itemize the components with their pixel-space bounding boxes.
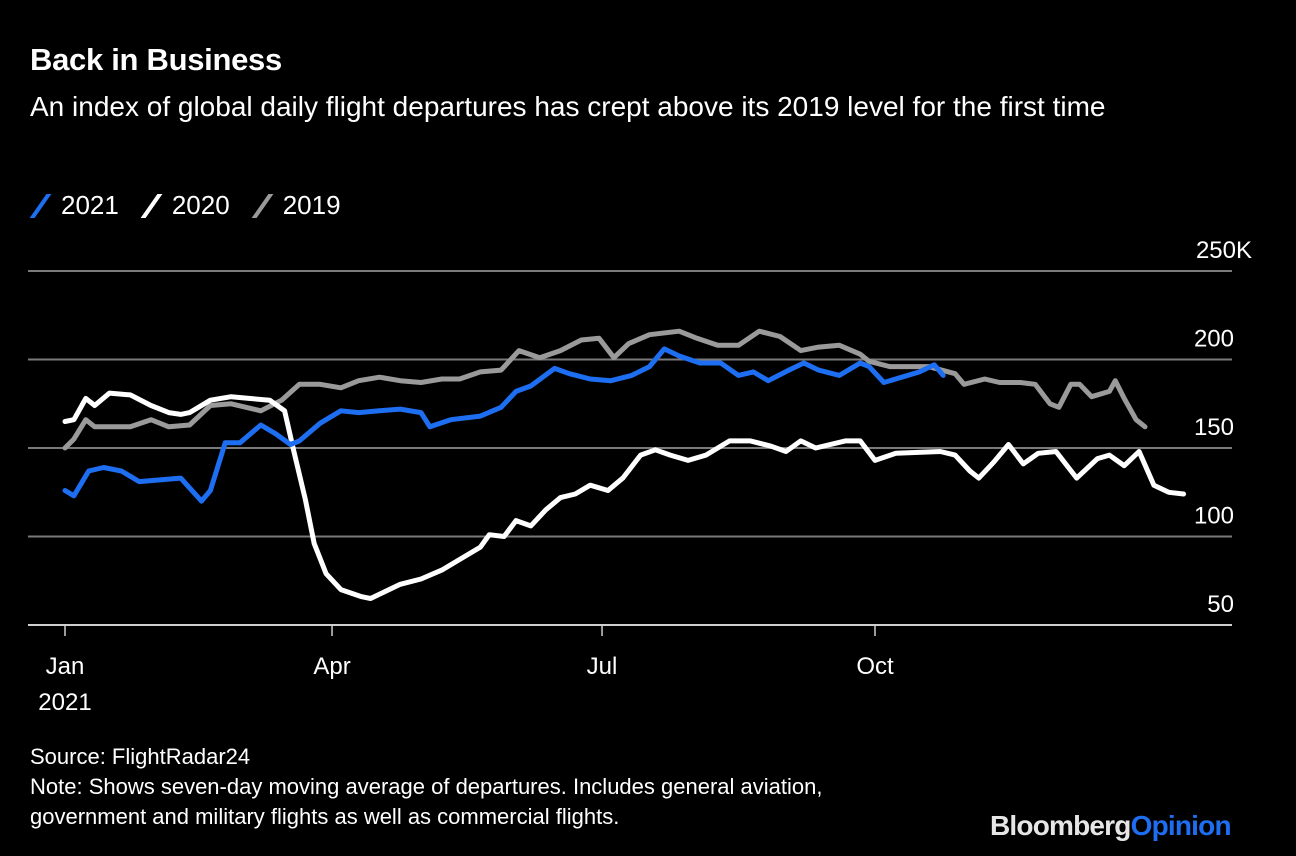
y-axis-labels: 50 100 150 200 250K	[1194, 237, 1252, 618]
series-line-2019	[62, 328, 1148, 451]
x-tick-label: Jan	[46, 653, 85, 680]
y-tick-label: 50	[1207, 591, 1234, 618]
x-tick-label: Jul	[587, 653, 618, 680]
bloomberg-opinion-logo: BloombergOpinion	[990, 810, 1232, 842]
legend-label-2020: 2020	[171, 190, 230, 220]
x-tick-label: Oct	[856, 653, 894, 680]
footnotes: Source: FlightRadar24 Note: Shows seven-…	[30, 742, 822, 832]
note-line-1: Note: Shows seven-day moving average of …	[30, 774, 823, 799]
legend: 2021 2020 2019	[29, 190, 363, 221]
legend-item-2021: 2021	[29, 190, 119, 221]
x-axis: Jan 2021 Apr Jul Oct	[28, 624, 1232, 716]
logo-bloomberg: Bloomberg	[990, 810, 1131, 841]
chart-title: Back in Business	[30, 42, 282, 77]
source-text: Source: FlightRadar24	[30, 744, 251, 769]
legend-item-2019: 2019	[251, 190, 341, 221]
chart-subtitle: An index of global daily flight departur…	[30, 91, 1106, 122]
gridlines	[28, 270, 1232, 538]
y-tick-label: 150	[1194, 414, 1234, 441]
series-line-2020	[62, 390, 1187, 601]
x-tick-label: Apr	[313, 653, 350, 680]
y-tick-label: 200	[1194, 326, 1234, 353]
series-lines	[62, 328, 1187, 601]
note-line-2: government and military flights as well …	[30, 804, 620, 829]
legend-item-2020: 2020	[140, 190, 230, 221]
logo-opinion: Opinion	[1130, 810, 1232, 841]
x-tick-sublabel: 2021	[38, 689, 91, 716]
legend-label-2021: 2021	[61, 190, 119, 220]
series-line-2021	[62, 346, 946, 504]
y-tick-label: 250K	[1196, 237, 1252, 264]
legend-label-2019: 2019	[282, 190, 341, 220]
y-tick-label: 100	[1194, 503, 1234, 530]
